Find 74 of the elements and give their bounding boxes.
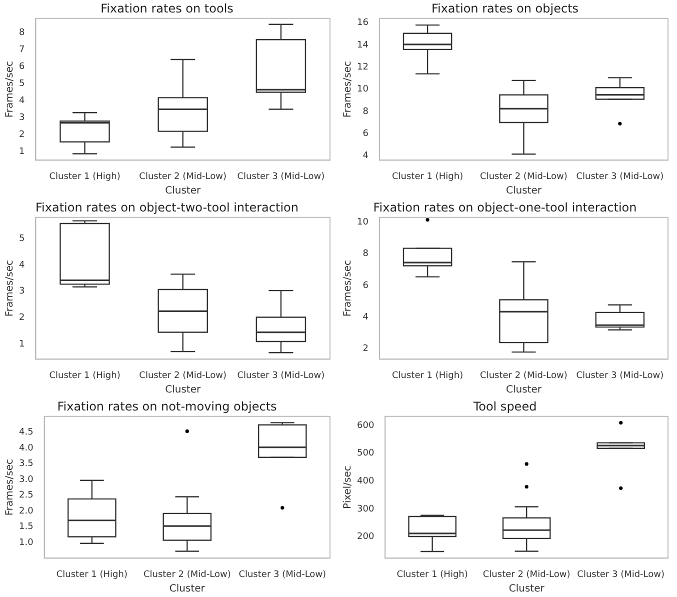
y-tick-label: 3.5 [18,459,34,470]
chart-title: Fixation rates on not-moving objects [57,399,277,414]
y-tick-label: 3.0 [18,474,34,485]
y-tick-label: 8 [362,249,369,260]
y-tick-label: 500 [356,448,374,459]
x-tick-label: Cluster 3 (Mid-Low) [576,370,664,381]
x-tick-label: Cluster 2 (Mid-Low) [143,570,231,580]
y-tick-label: 4 [18,260,25,270]
x-tick-label: Cluster 1 (High) [392,370,464,381]
y-tick-label: 4.5 [18,428,34,438]
y-tick-label: 7 [18,45,25,56]
x-axis-title: Cluster [165,384,202,396]
y-tick-label: 8 [18,28,25,38]
x-axis-title: Cluster [508,584,546,595]
y-tick-label: 1 [18,147,25,158]
x-tick-label: Cluster 2 (Mid-Low) [139,370,227,381]
y-axis-title: Pixel/sec [342,466,354,509]
y-axis-title: Frames/sec [342,260,354,317]
y-tick-label: 4 [362,151,369,162]
x-axis-title: Cluster [506,186,542,197]
y-tick-label: 3 [18,286,25,297]
x-tick-label: Cluster 1 (High) [396,570,468,580]
x-tick-label: Cluster 3 (Mid-Low) [576,172,664,182]
y-tick-label: 14 [357,40,369,50]
x-tick-label: Cluster 3 (Mid-Low) [577,570,665,580]
y-tick-label: 6 [362,128,369,139]
x-tick-label: Cluster 1 (High) [56,570,128,580]
y-tick-label: 3 [18,113,25,124]
y-tick-label: 2.0 [18,506,34,516]
chart-title: Tool speed [472,399,537,414]
y-tick-label: 4.0 [18,443,34,454]
y-tick-label: 400 [356,476,374,487]
y-tick-label: 6 [18,62,25,72]
y-tick-label: 2 [18,313,25,324]
y-tick-label: 200 [356,532,374,542]
y-tick-label: 8 [362,106,369,117]
chart-title: Fixation rates on object-two-tool interaction [36,200,298,214]
x-axis-title: Cluster [169,584,206,595]
x-tick-label: Cluster 2 (Mid-Low) [139,172,227,182]
x-tick-label: Cluster 2 (Mid-Low) [480,172,568,182]
x-tick-label: Cluster 1 (High) [49,172,120,182]
y-tick-label: 2 [18,130,25,140]
chart-title: Fixation rates on tools [100,1,234,16]
y-axis-title: Frames/sec [4,60,16,118]
y-tick-label: 1 [18,339,25,350]
y-axis-title: Frames/sec [4,260,16,317]
y-tick-label: 16 [357,18,369,28]
x-axis-title: Cluster [165,186,202,197]
x-tick-label: Cluster 3 (Mid-Low) [237,172,325,182]
y-tick-label: 5 [18,79,25,90]
y-tick-label: 10 [357,84,369,95]
y-tick-label: 1.0 [18,538,34,548]
chart-title: Fixation rates on object-one-tool interaction [373,200,637,214]
y-tick-label: 6 [362,280,369,291]
y-tick-label: 600 [356,420,374,431]
x-tick-label: Cluster 2 (Mid-Low) [482,570,570,580]
y-tick-label: 12 [357,62,368,72]
x-tick-label: Cluster 3 (Mid-Low) [237,370,325,381]
y-tick-label: 4 [18,96,25,106]
x-axis-title: Cluster [506,384,542,396]
y-tick-label: 10 [357,217,369,228]
x-tick-label: Cluster 2 (Mid-Low) [480,370,568,381]
y-tick-label: 2.5 [18,490,34,501]
x-tick-label: Cluster 1 (High) [49,370,120,381]
y-axis-title: Frames/sec [342,60,354,118]
x-tick-label: Cluster 1 (High) [392,172,464,182]
y-tick-label: 2 [362,344,368,354]
chart-title: Fixation rates on objects [431,1,579,16]
y-tick-label: 1.5 [18,522,34,532]
x-tick-label: Cluster 3 (Mid-Low) [238,570,326,580]
y-tick-label: 5 [18,234,25,244]
y-tick-label: 300 [356,504,374,514]
y-axis-title: Frames/sec [4,458,16,516]
y-tick-label: 4 [362,312,369,323]
